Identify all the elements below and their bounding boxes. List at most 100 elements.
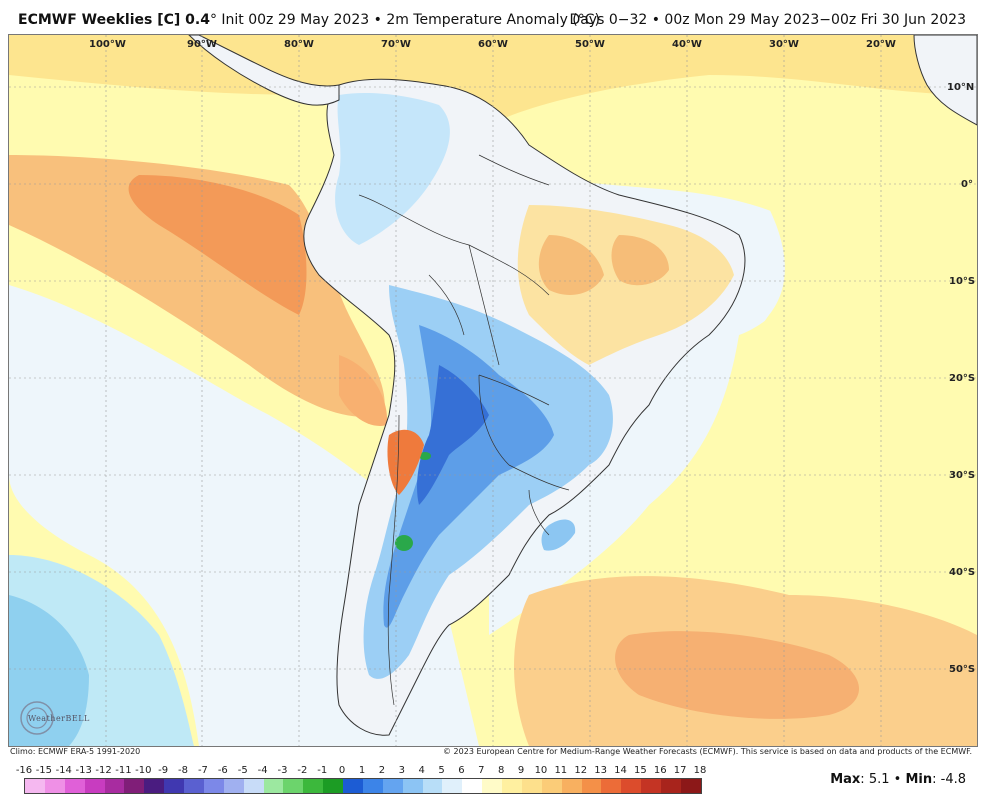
min-label: Min — [905, 772, 933, 787]
color-scale-tick: 5 — [438, 765, 445, 776]
model-name: ECMWF Weeklies [C] 0.4 — [18, 12, 210, 28]
color-scale-tick: 1 — [358, 765, 366, 776]
color-scale-tick: 16 — [653, 765, 667, 776]
warm-region-atlantic — [699, 108, 977, 555]
cold-core-central — [383, 325, 554, 628]
color-scale-cell — [283, 779, 304, 793]
weatherbell-logo-text: WeatherBELL — [28, 714, 90, 723]
color-scale-tick: 10 — [534, 765, 548, 776]
title-bullet: • — [373, 12, 382, 28]
color-scale-tick: -6 — [217, 765, 228, 776]
warm-core-brazil-2 — [611, 235, 669, 286]
color-scale-cell — [521, 779, 542, 793]
color-scale-cell — [84, 779, 105, 793]
color-scale-tick: -13 — [75, 765, 92, 776]
color-scale-cell — [680, 779, 701, 793]
color-scale-cell — [621, 779, 642, 793]
color-scale-cell — [422, 779, 443, 793]
color-scale-cell — [203, 779, 224, 793]
border-chile-argentina — [387, 414, 400, 706]
lat-label-20s: 20°S — [949, 373, 976, 384]
cool-region-andes-north — [335, 93, 450, 245]
cold-core-inner — [417, 365, 489, 505]
lat-label-0: 0° — [961, 179, 973, 190]
color-scale-cell — [124, 779, 145, 793]
color-scale-cell — [482, 779, 502, 793]
lon-label-100w: 100°W — [89, 39, 126, 50]
color-scale-cell — [64, 779, 85, 793]
stats-separator: • — [893, 772, 902, 787]
color-scale-cell — [581, 779, 602, 793]
color-scale-cell — [144, 779, 165, 793]
color-scale-cell — [442, 779, 463, 793]
degree-sign: ° — [209, 12, 217, 28]
color-scale-tick: -3 — [277, 765, 288, 776]
weatherbell-logo — [20, 701, 54, 735]
warm-core-south-atlantic — [615, 631, 859, 719]
warm-core-brazil-1 — [538, 235, 604, 295]
lat-label-40s: 40°S — [949, 567, 976, 578]
border-6 — [508, 464, 570, 491]
country-borders — [358, 154, 570, 706]
max-label: Max — [830, 772, 861, 787]
init-time: Init 00z 29 May 2023 — [221, 12, 370, 28]
color-scale-tick: 17 — [673, 765, 687, 776]
color-scale-tick: -1 — [317, 765, 328, 776]
color-scale-tick: -15 — [35, 765, 53, 776]
min-value: -4.8 — [940, 772, 966, 787]
color-scale-tick: 8 — [497, 765, 505, 776]
lon-label-70w: 70°W — [381, 39, 411, 50]
color-scale-tick: -5 — [237, 765, 248, 776]
color-scale-tick: -4 — [257, 765, 268, 776]
climo-note: Climo: ECMWF ERA-5 1991-2020 — [10, 747, 141, 756]
color-scale-cell — [343, 779, 363, 793]
anomaly-map: 100°W 90°W 80°W 70°W 60°W 50°W 40°W 30°W… — [8, 34, 978, 747]
africa-land — [913, 35, 977, 126]
lon-label-20w: 20°W — [866, 39, 896, 50]
lon-label-60w: 60°W — [478, 39, 508, 50]
color-scale-cell — [561, 779, 582, 793]
color-scale-tick: -8 — [178, 765, 189, 776]
lon-label-30w: 30°W — [769, 39, 799, 50]
color-scale-tick: 11 — [554, 765, 568, 776]
color-scale-tick: 18 — [693, 765, 707, 776]
border-4 — [478, 374, 550, 406]
color-scale-tick: -2 — [297, 765, 308, 776]
color-scale-cell — [541, 779, 562, 793]
map-title: ECMWF Weeklies [C] 0.4° Init 00z 29 May … — [18, 12, 600, 28]
color-scale-cell — [164, 779, 184, 793]
color-scale-cell — [462, 779, 483, 793]
warm-patch-coast — [339, 355, 388, 426]
map-header: ECMWF Weeklies [C] 0.4° Init 00z 29 May … — [0, 0, 984, 34]
color-scale-cell — [661, 779, 681, 793]
central-america-land — [188, 35, 340, 106]
graticule — [9, 35, 977, 746]
lon-label-50w: 50°W — [575, 39, 605, 50]
color-scale-tick: 3 — [398, 765, 405, 776]
color-scale-cell — [104, 779, 125, 793]
color-scale-tick: 13 — [594, 765, 607, 776]
logo-ring-outer — [20, 701, 54, 735]
lat-label-30s: 30°S — [949, 470, 976, 481]
color-scale-tick: 0 — [338, 765, 346, 776]
warm-core-pacific — [128, 175, 307, 315]
max-value: 5.1 — [868, 772, 890, 787]
cold-max-patch-2 — [419, 452, 431, 460]
lat-label-50s: 50°S — [949, 664, 976, 675]
cold-core-pacific-sw — [9, 595, 89, 746]
color-scale-tick: 15 — [633, 765, 647, 776]
border-7 — [478, 154, 550, 186]
color-scale-cell — [184, 779, 204, 793]
field-name: 2m Temperature Anomaly ( — [386, 12, 578, 28]
color-scale-tick: 9 — [517, 765, 525, 776]
cool-spot-atlantic — [541, 519, 576, 551]
lon-label-90w: 90°W — [187, 39, 217, 50]
color-scale-tick: 4 — [418, 765, 425, 776]
valid-period: Days 0−32 • 00z Mon 29 May 2023−00z Fri … — [569, 12, 966, 28]
color-scale-tick: -10 — [135, 765, 152, 776]
lat-label-10n: 10°N — [947, 82, 975, 93]
max-min-stats: Max: 5.1 • Min: -4.8 — [830, 772, 966, 787]
color-scale-tick: 6 — [458, 765, 465, 776]
field-unit: °C) — [577, 12, 601, 28]
color-scale-tick: 14 — [614, 765, 627, 776]
